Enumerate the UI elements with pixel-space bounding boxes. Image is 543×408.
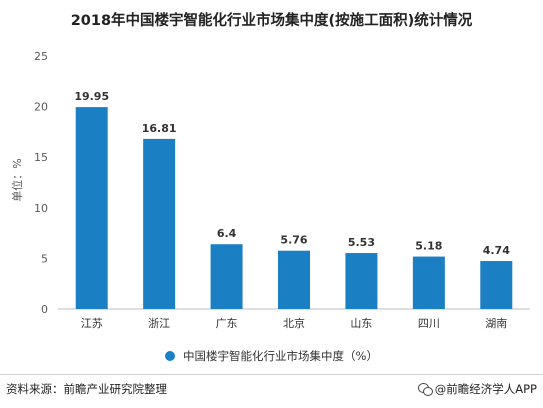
x-tick-label: 广东 [216,317,238,330]
bar [412,256,445,309]
y-tick-label: 15 [34,151,48,164]
bar [480,261,513,309]
data-label: 5.53 [348,236,375,249]
y-axis-label: 单位：% [10,158,24,201]
bar [278,250,310,309]
source-note: 资料来源：前瞻产业研究院整理 [6,382,167,396]
data-label: 6.4 [217,227,237,240]
legend-label: 中国楼宇智能化行业市场集中度（%） [183,349,378,363]
data-label: 19.95 [74,90,109,103]
data-label: 4.74 [483,244,510,257]
x-tick-label: 北京 [283,316,305,330]
legend-swatch [165,351,176,361]
chart-title: 2018年中国楼宇智能化行业市场集中度(按施工面积)统计情况 [70,13,473,29]
x-tick-label: 四川 [418,317,440,330]
wechat-icon [417,383,433,396]
footer-divider [0,374,543,375]
y-tick-label: 25 [34,50,48,63]
y-tick-label: 10 [34,202,48,215]
bar [345,253,378,309]
y-tick-label: 20 [34,101,48,114]
data-label: 5.18 [415,240,442,253]
y-tick-label: 5 [41,252,48,265]
y-tick-label: 0 [41,303,48,316]
x-tick-label: 江苏 [81,317,103,330]
bar [210,244,243,309]
data-label: 16.81 [142,122,177,135]
bar [143,138,176,309]
bar [75,107,108,309]
brand-credit: @前瞻经济学人APP [417,381,537,397]
x-tick-label: 湖南 [485,317,507,330]
brand-text: @前瞻经济学人APP [434,382,537,396]
data-label: 5.76 [280,234,307,247]
x-tick-label: 山东 [350,317,372,330]
legend: 中国楼宇智能化行业市场集中度（%） [0,348,543,364]
x-tick-label: 浙江 [148,317,170,330]
bar-chart: 单位：% 0 5 10 15 20 25 江苏 浙江 广东 北京 山东 四川 湖南 19.95 16.81… [10,50,530,330]
